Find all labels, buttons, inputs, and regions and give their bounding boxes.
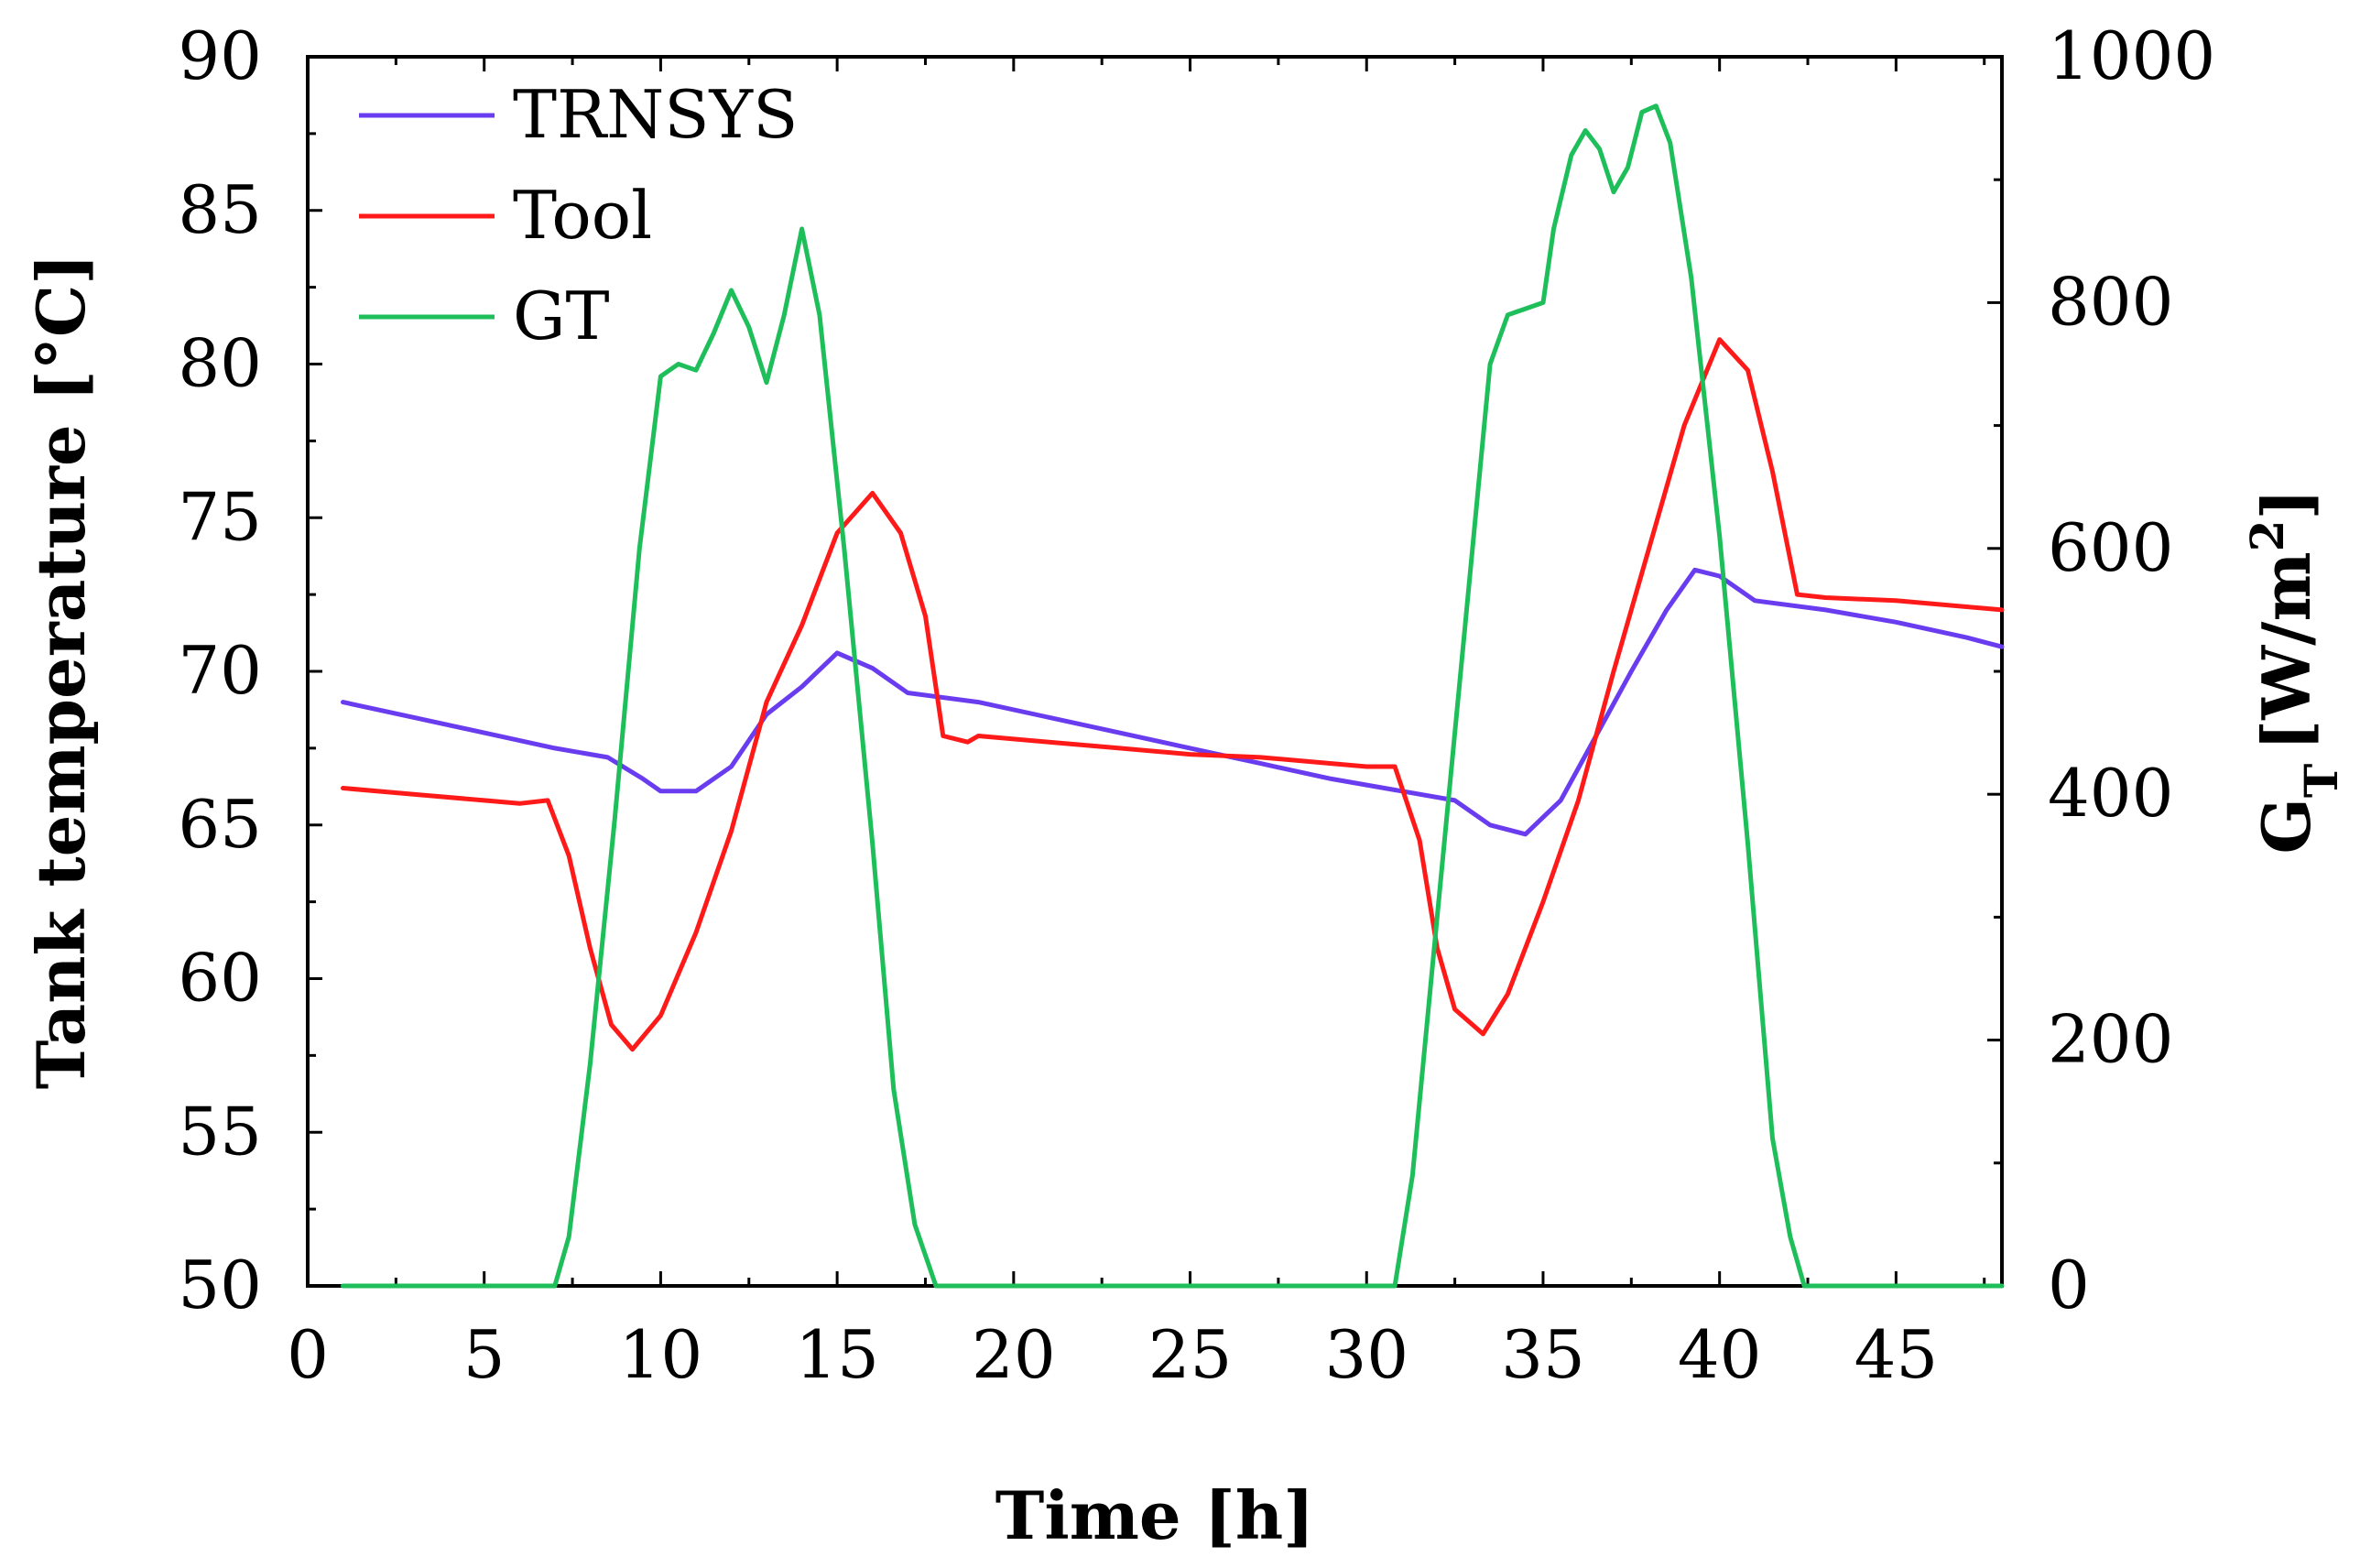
x-tick-label: 40 <box>1678 1316 1762 1393</box>
x-tick-label: 20 <box>972 1316 1056 1393</box>
x-tick-label: 25 <box>1148 1316 1233 1393</box>
series-line-gt <box>341 103 2005 1289</box>
y-left-tick-label: 55 <box>178 1093 262 1170</box>
y-left-tick-label: 60 <box>178 940 262 1017</box>
y-right-axis-title: GT [W/m2] <box>2240 489 2348 855</box>
x-axis-title: Time [h] <box>995 1476 1314 1554</box>
x-tick-label: 5 <box>463 1316 506 1393</box>
x-ticks: 0 5 10 15 20 25 30 35 40 45 <box>287 57 1986 1393</box>
y-right-tick-label: 600 <box>2048 509 2173 586</box>
y-right-title-subscript: T <box>2294 764 2348 798</box>
x-tick-label: 15 <box>795 1316 879 1393</box>
y-left-ticks: 50 55 60 65 70 75 80 85 90 <box>178 17 322 1323</box>
y-left-tick-label: 65 <box>178 786 262 863</box>
series-line-tool <box>341 337 2005 1052</box>
legend-label-trnsys: TRNSYS <box>513 76 798 153</box>
x-tick-label: 35 <box>1501 1316 1585 1393</box>
y-right-title-main: G <box>2247 798 2325 855</box>
y-right-tick-label: 1000 <box>2048 17 2215 94</box>
series-line-trnsys <box>341 567 2005 837</box>
y-left-tick-label: 80 <box>178 325 262 402</box>
y-right-tick-label: 800 <box>2048 263 2173 340</box>
y-right-tick-label: 400 <box>2048 755 2173 832</box>
x-tick-label: 0 <box>287 1316 329 1393</box>
series-layer <box>341 103 2005 1289</box>
y-left-axis-title: Tank temperature [°C] <box>22 254 100 1089</box>
y-left-tick-label: 70 <box>178 632 262 709</box>
y-left-tick-label: 85 <box>178 171 262 248</box>
y-left-tick-label: 90 <box>178 17 262 94</box>
y-left-tick-label: 75 <box>178 478 262 555</box>
y-right-title-unit: [W/m <box>2247 551 2325 750</box>
y-right-ticks: 0 200 400 600 800 1000 <box>1987 17 2215 1323</box>
legend-label-gt: GT <box>513 278 610 354</box>
x-tick-label: 10 <box>619 1316 703 1393</box>
x-tick-label: 45 <box>1854 1316 1939 1393</box>
y-left-tick-label: 50 <box>178 1247 262 1323</box>
legend-label-tool: Tool <box>513 177 652 254</box>
y-right-title-superscript: 2 <box>2240 520 2294 552</box>
y-right-title-close: ] <box>2247 489 2325 520</box>
x-tick-label: 30 <box>1324 1316 1408 1393</box>
y-right-tick-label: 0 <box>2048 1247 2090 1323</box>
legend: TRNSYS Tool GT <box>359 76 798 354</box>
y-right-tick-label: 200 <box>2048 1001 2173 1078</box>
